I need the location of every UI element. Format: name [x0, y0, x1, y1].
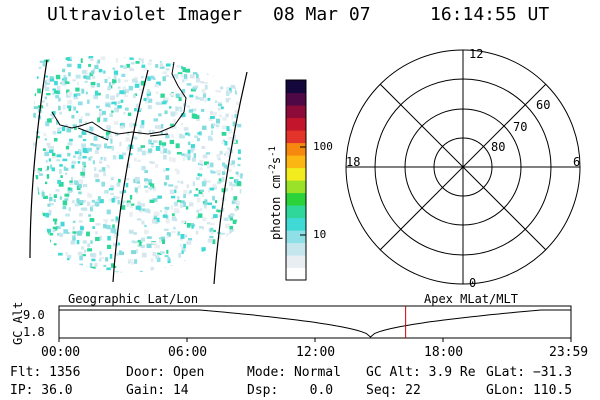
longitude-line-1 [29, 59, 48, 259]
xtick-23-59: 23:59 [549, 345, 589, 360]
status-gc-altitude: GC Alt: 3.9 Re [366, 365, 476, 380]
mlt-label-18: 18 [346, 155, 361, 169]
xtick-18-00: 18:00 [424, 345, 464, 360]
lat-label-70: 70 [513, 120, 528, 134]
status-ip: IP: 36.0 [10, 383, 73, 398]
longitude-line-2 [112, 69, 149, 283]
altitude-plot-right-title: Apex MLat/MLT [424, 292, 518, 306]
colorbar-tick-label-10: 10 [313, 228, 327, 241]
xtick-00-00: 00:00 [41, 345, 81, 360]
observation-time: 16:14:55 UT [430, 4, 550, 25]
altitude-curve [59, 309, 571, 338]
mlt-label-6: 6 [573, 155, 581, 169]
altitude-plot-left-title: Geographic Lat/Lon [68, 292, 199, 306]
longitude-line-3 [213, 71, 248, 285]
status-flight: Flt: 1356 [10, 365, 81, 380]
altitude-ytick-9: 9.0 [23, 308, 45, 322]
mlt-label-12: 12 [469, 47, 484, 61]
colorbar-frame [285, 79, 307, 281]
observation-date: 08 Mar 07 [273, 4, 371, 25]
status-geo-latitude: GLat: −31.3 [486, 365, 573, 380]
status-gain: Gain: 14 [126, 383, 189, 398]
status-door: Door: Open [126, 365, 205, 380]
polar-axis-diagonal-2 [379, 83, 547, 251]
status-mode: Mode: Normal [247, 365, 341, 380]
lat-label-60: 60 [536, 98, 551, 112]
status-dsp: Dsp: 0.0 [247, 383, 334, 398]
colorbar-gradient [286, 80, 306, 281]
altitude-plot-x-ticks [58, 338, 572, 342]
coastline [51, 61, 187, 141]
lat-label-80: 80 [491, 140, 506, 154]
status-sequence: Seq: 22 [366, 383, 421, 398]
status-geo-longitude: GLon: 110.5 [486, 383, 573, 398]
xtick-06-00: 06:00 [168, 345, 208, 360]
altitude-ytick-1-8: 1.8 [23, 325, 45, 339]
colorbar-tick-label-100: 100 [313, 140, 333, 153]
instrument-title: Ultraviolet Imager [47, 4, 243, 25]
xtick-12-00: 12:00 [296, 345, 336, 360]
mlt-label-0: 0 [469, 276, 477, 290]
